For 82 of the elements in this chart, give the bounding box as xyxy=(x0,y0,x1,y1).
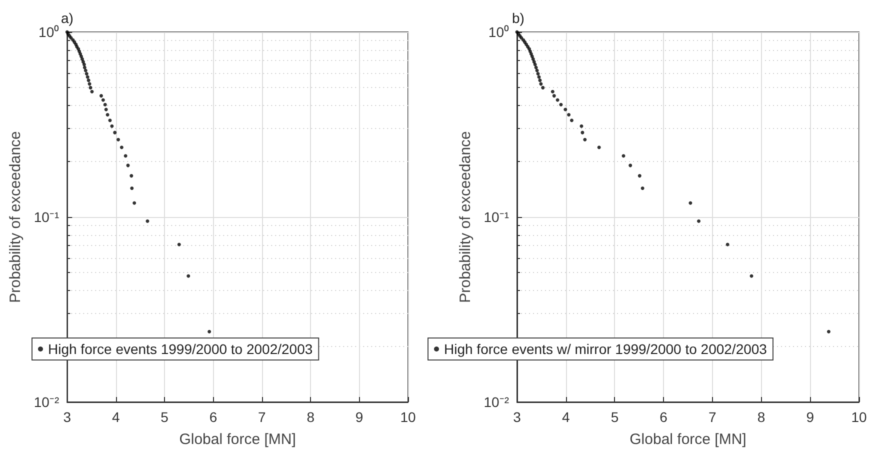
point xyxy=(132,201,136,205)
point xyxy=(550,90,554,94)
x-tick-label: 7 xyxy=(708,409,717,425)
point xyxy=(108,118,112,122)
point xyxy=(530,54,534,58)
x-tick-label: 7 xyxy=(258,409,266,425)
y-axis-title: Probability of exceedance xyxy=(7,131,24,303)
point xyxy=(532,60,536,64)
point xyxy=(146,219,150,223)
point xyxy=(101,98,105,102)
y-tick-label: 10⁰ xyxy=(38,24,60,40)
x-tick-label: 10 xyxy=(400,409,416,425)
x-axis-title: Global force [MN] xyxy=(630,431,746,448)
y-tick-label: 10⁻¹ xyxy=(484,209,510,225)
point xyxy=(99,94,103,98)
x-tick-label: 4 xyxy=(112,409,120,425)
x-tick-label: 4 xyxy=(562,409,570,425)
point xyxy=(538,78,542,82)
x-tick-label: 6 xyxy=(209,409,218,425)
point xyxy=(177,242,181,246)
point xyxy=(120,146,124,150)
point xyxy=(640,186,644,190)
point xyxy=(583,138,587,142)
point xyxy=(552,94,556,98)
point xyxy=(86,75,90,79)
point xyxy=(580,124,584,128)
point xyxy=(124,154,128,158)
point xyxy=(628,164,632,168)
point xyxy=(80,57,84,61)
legend-label: High force events w/ mirror 1999/2000 to 2002/2003 xyxy=(444,341,768,357)
point xyxy=(86,78,90,82)
point xyxy=(580,130,584,134)
point xyxy=(638,174,642,178)
x-tick-label: 10 xyxy=(851,409,867,425)
point xyxy=(541,86,545,90)
point xyxy=(113,130,117,134)
y-tick-label: 10⁻² xyxy=(34,394,60,410)
point xyxy=(106,113,110,117)
point xyxy=(82,66,86,70)
x-tick-label: 8 xyxy=(306,409,315,425)
x-tick-label: 5 xyxy=(610,409,619,425)
x-tick-label: 8 xyxy=(757,409,766,425)
point xyxy=(567,113,571,117)
legend-label: High force events 1999/2000 to 2002/2003 xyxy=(48,341,313,357)
point xyxy=(82,62,86,66)
x-axis-title: Global force [MN] xyxy=(179,431,296,448)
point xyxy=(622,154,626,158)
point xyxy=(116,138,120,142)
point xyxy=(570,118,574,122)
x-tick-label: 6 xyxy=(660,409,668,425)
point xyxy=(104,108,108,112)
y-axis-title: Probability of exceedance xyxy=(456,131,474,303)
point xyxy=(103,102,107,106)
point xyxy=(81,60,85,64)
y-tick-label: 10⁻² xyxy=(484,394,510,410)
point xyxy=(84,68,88,72)
x-tick-label: 3 xyxy=(513,409,522,425)
point xyxy=(539,82,543,86)
x-tick-label: 5 xyxy=(160,409,169,425)
point xyxy=(597,146,601,150)
point xyxy=(208,330,212,334)
point xyxy=(697,219,700,223)
x-tick-label: 3 xyxy=(63,409,72,425)
point xyxy=(564,108,568,112)
point xyxy=(88,82,92,86)
y-tick-label: 10⁰ xyxy=(488,24,509,40)
point xyxy=(186,274,190,278)
point xyxy=(90,90,94,94)
chart-title: b) xyxy=(512,10,524,26)
point xyxy=(130,174,134,178)
point xyxy=(80,54,84,58)
point xyxy=(130,186,134,190)
point xyxy=(84,72,88,76)
chart-title: a) xyxy=(61,10,74,26)
point xyxy=(559,102,563,106)
point xyxy=(826,330,830,334)
point xyxy=(88,86,92,90)
x-tick-label: 9 xyxy=(806,409,814,425)
point xyxy=(536,72,540,76)
point xyxy=(110,124,114,128)
y-tick-label: 10⁻¹ xyxy=(34,209,60,225)
x-tick-label: 9 xyxy=(355,409,364,425)
